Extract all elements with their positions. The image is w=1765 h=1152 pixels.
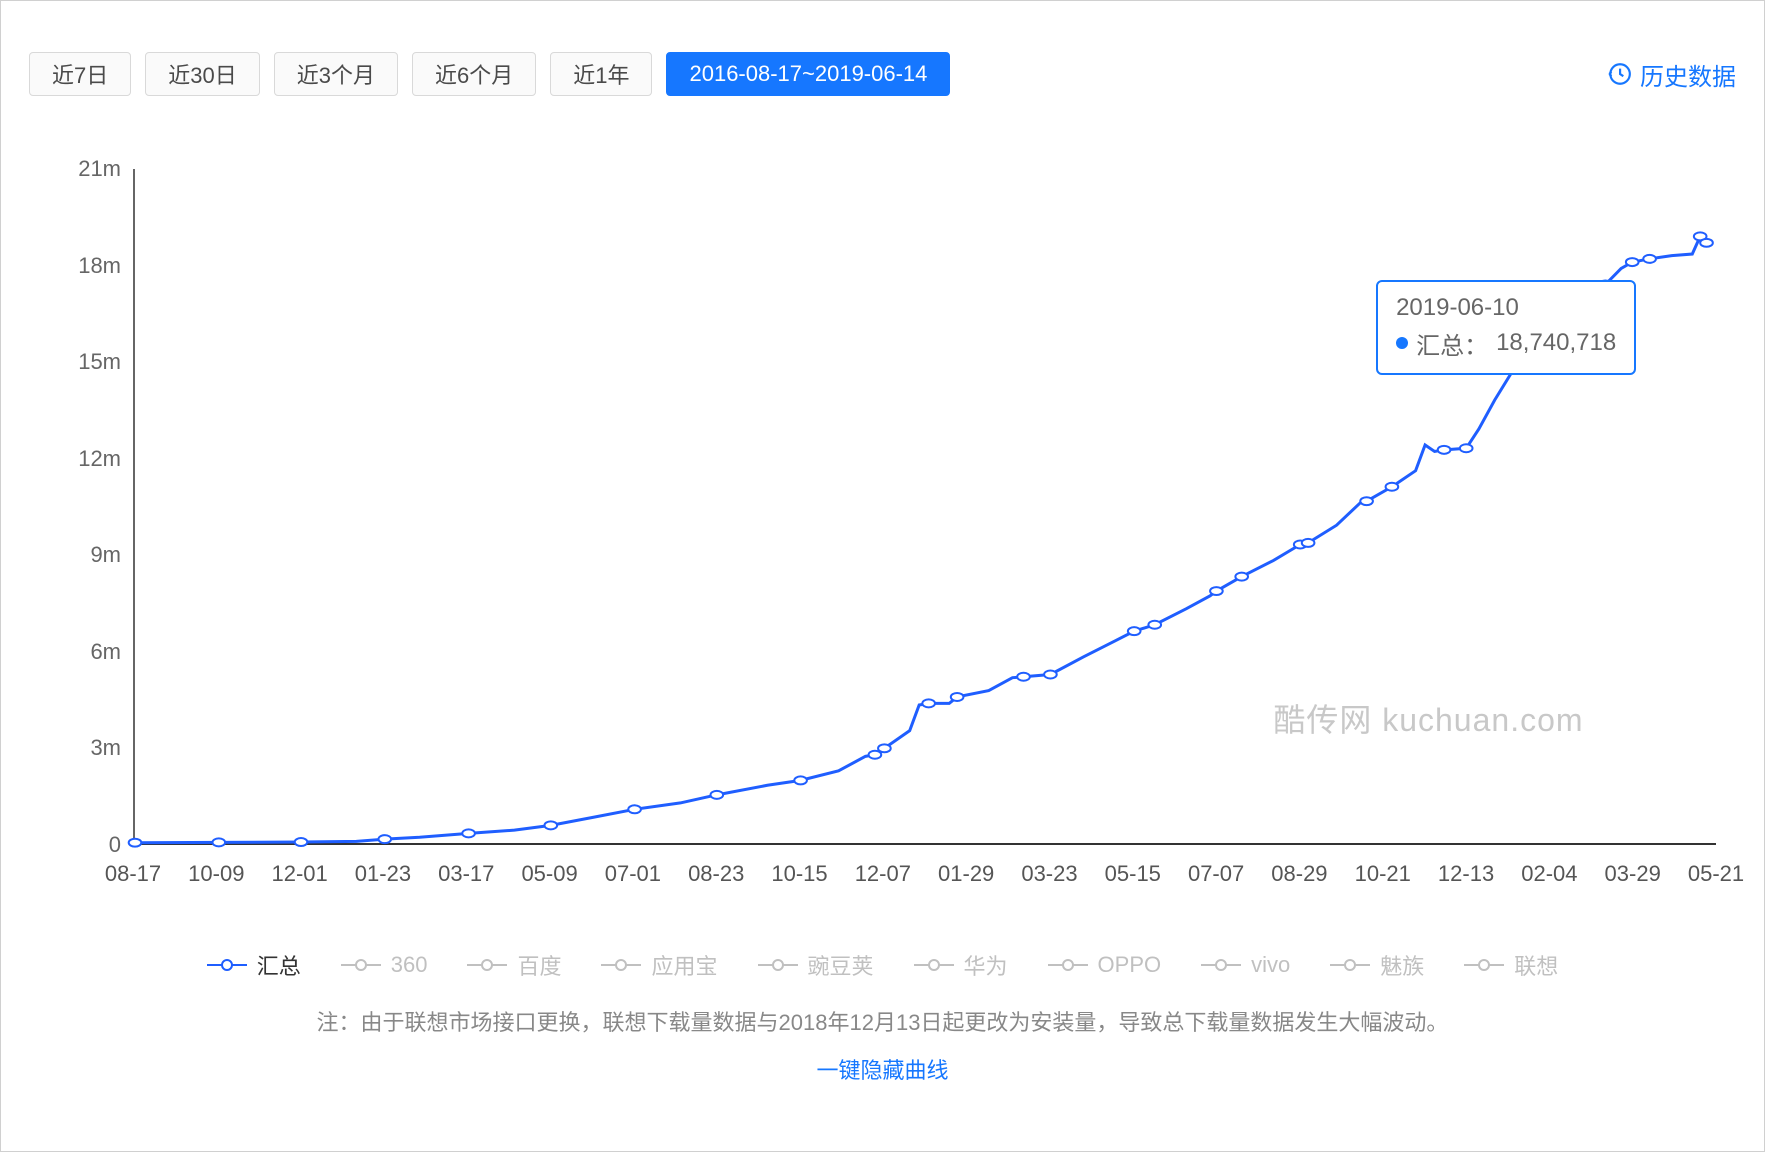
x-tick-label: 10-21 [1355,861,1411,887]
x-tick-label: 05-09 [521,861,577,887]
time-range-tab[interactable]: 近1年 [550,52,652,96]
plot-area[interactable]: 2019-06-10 汇总： 18,740,718 酷传网 kuchuan.co… [133,169,1716,845]
y-tick-label: 12m [29,446,121,472]
topbar: 近7日近30日近3个月近6个月近1年2016-08-17~2019-06-14 … [29,49,1736,99]
x-tick-label: 08-29 [1271,861,1327,887]
x-tick-label: 03-23 [1021,861,1077,887]
history-data-link[interactable]: 历史数据 [1606,57,1736,92]
tooltip-date: 2019-06-10 [1396,294,1616,322]
line-series [135,169,1716,843]
legend-marker-icon [1201,957,1241,973]
legend-label: 联想 [1514,949,1558,981]
x-tick-label: 12-13 [1438,861,1494,887]
legend-item[interactable]: 应用宝 [601,949,717,981]
legend-label: 华为 [964,949,1008,981]
legend-label: 魅族 [1380,949,1424,981]
legend-marker-icon [758,957,798,973]
y-tick-label: 21m [29,156,121,182]
x-tick-label: 05-21 [1688,861,1744,887]
hide-series-link[interactable]: 一键隐藏曲线 [29,1053,1736,1085]
legend-marker-icon [341,957,381,973]
time-range-tab[interactable]: 近30日 [145,52,259,96]
x-tick-label: 07-01 [605,861,661,887]
x-tick-label: 10-15 [771,861,827,887]
x-tick-label: 02-04 [1521,861,1577,887]
tooltip-value: 18,740,718 [1496,329,1616,357]
legend-label: 360 [391,952,428,978]
legend-marker-icon [1330,957,1370,973]
y-tick-label: 9m [29,542,121,568]
legend-label: 应用宝 [651,949,717,981]
x-axis: 08-1710-0912-0101-2303-1705-0907-0108-23… [133,853,1716,909]
y-tick-label: 18m [29,253,121,279]
time-range-tab[interactable]: 近6个月 [412,52,536,96]
chart-legend: 汇总 360 百度 应用宝 豌豆荚 华为 OPPO vivo 魅族 联想 [29,949,1736,981]
x-tick-label: 03-29 [1605,861,1661,887]
x-tick-label: 07-07 [1188,861,1244,887]
chart-area: 03m6m9m12m15m18m21m 2019-06-10 汇总： 18,74… [29,169,1736,909]
x-tick-label: 10-09 [188,861,244,887]
legend-item[interactable]: 汇总 [207,949,301,981]
legend-marker-icon [601,957,641,973]
time-range-tab[interactable]: 近7日 [29,52,131,96]
legend-item[interactable]: 百度 [467,949,561,981]
y-tick-label: 15m [29,349,121,375]
legend-label: OPPO [1098,952,1162,978]
legend-item[interactable]: 360 [341,949,428,981]
legend-item[interactable]: OPPO [1048,949,1162,981]
legend-item[interactable]: 魅族 [1330,949,1424,981]
chart-tooltip: 2019-06-10 汇总： 18,740,718 [1376,280,1636,375]
legend-marker-icon [914,957,954,973]
footnote: 注：由于联想市场接口更换，联想下载量数据与2018年12月13日起更改为安装量，… [29,1005,1736,1037]
x-tick-label: 03-17 [438,861,494,887]
y-tick-label: 0 [29,832,121,858]
x-tick-label: 01-23 [355,861,411,887]
tooltip-series-label: 汇总： [1416,326,1488,361]
x-tick-label: 08-17 [105,861,161,887]
y-tick-label: 6m [29,639,121,665]
x-tick-label: 08-23 [688,861,744,887]
y-tick-label: 3m [29,735,121,761]
chart-panel: 近7日近30日近3个月近6个月近1年2016-08-17~2019-06-14 … [0,0,1765,1152]
legend-item[interactable]: 豌豆荚 [758,949,874,981]
legend-item[interactable]: 联想 [1464,949,1558,981]
x-tick-label: 01-29 [938,861,994,887]
tooltip-marker-icon [1396,337,1408,349]
legend-label: vivo [1251,952,1290,978]
legend-marker-icon [207,957,247,973]
time-range-tab[interactable]: 2016-08-17~2019-06-14 [666,52,950,96]
legend-item[interactable]: vivo [1201,949,1290,981]
history-label: 历史数据 [1640,57,1736,92]
y-axis: 03m6m9m12m15m18m21m [29,169,129,845]
legend-label: 汇总 [257,949,301,981]
time-range-tab[interactable]: 近3个月 [274,52,398,96]
x-tick-label: 05-15 [1105,861,1161,887]
x-tick-label: 12-07 [855,861,911,887]
legend-item[interactable]: 华为 [914,949,1008,981]
legend-marker-icon [467,957,507,973]
history-icon [1606,61,1632,87]
legend-label: 百度 [517,949,561,981]
legend-marker-icon [1464,957,1504,973]
x-tick-label: 12-01 [271,861,327,887]
legend-label: 豌豆荚 [808,949,874,981]
legend-marker-icon [1048,957,1088,973]
time-range-tabs: 近7日近30日近3个月近6个月近1年 2016-08-17~2019-06-14 [29,52,950,96]
